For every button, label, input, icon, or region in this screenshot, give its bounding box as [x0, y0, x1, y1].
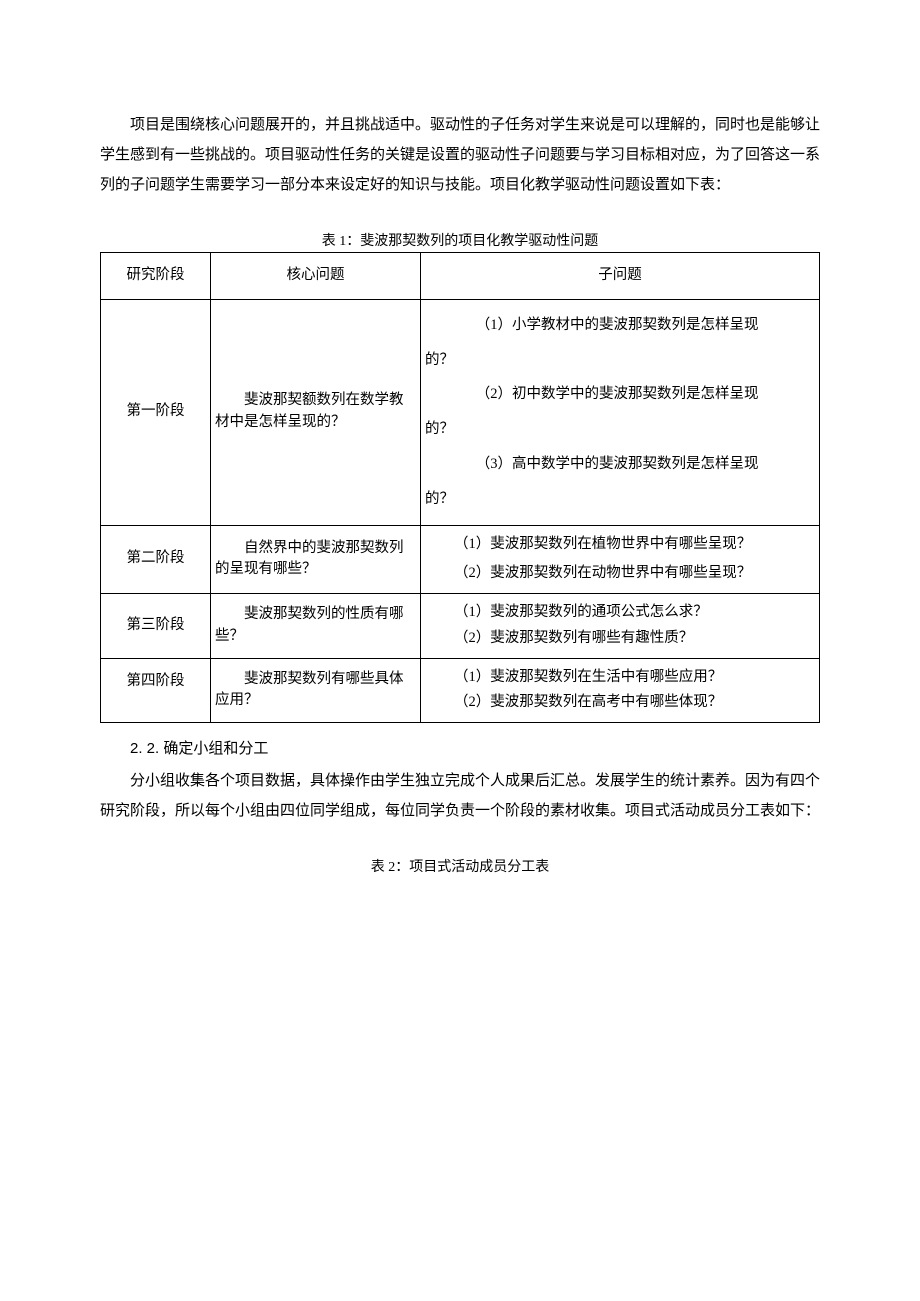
section-number: 2. 2.: [130, 740, 163, 757]
table-driving-questions: 研究阶段 核心问题 子问题 第一阶段 斐波那契额数列在数学教材中是怎样呈现的？ …: [100, 252, 820, 723]
document-page: 项目是围绕核心问题展开的，并且挑战适中。驱动性的子任务对学生来说是可以理解的，同…: [0, 0, 920, 1301]
table-row: 第二阶段 自然界中的斐波那契数列的呈现有哪些？ （1）斐波那契数列在植物世界中有…: [101, 525, 820, 594]
stage-cell: 第三阶段: [101, 594, 211, 659]
group-assignment-paragraph: 分小组收集各个项目数据，具体操作由学生独立完成个人成果后汇总。发展学生的统计素养…: [100, 766, 820, 826]
stage-cell: 第一阶段: [101, 299, 211, 525]
core-question-cell: 自然界中的斐波那契数列的呈现有哪些？: [211, 525, 421, 594]
sub-question: （1）斐波那契数列在植物世界中有哪些呈现？: [425, 534, 815, 556]
stage-cell: 第二阶段: [101, 525, 211, 594]
sub-question: （1）小学教材中的斐波那契数列是怎样呈现: [425, 308, 815, 343]
sub-question-tail: 的？: [425, 343, 815, 378]
table1-caption: 表 1：斐波那契数列的项目化教学驱动性问题: [100, 230, 820, 250]
core-question-cell: 斐波那契数列的性质有哪些？: [211, 594, 421, 659]
table-header-row: 研究阶段 核心问题 子问题: [101, 253, 820, 300]
table-row: 第四阶段 斐波那契数列有哪些具体应用？ （1）斐波那契数列在生活中有哪些应用？ …: [101, 658, 820, 723]
sub-questions-cell: （1）斐波那契数列的通项公式怎么求？ （2）斐波那契数列有哪些有趣性质？: [421, 594, 820, 659]
section-title: 确定小组和分工: [163, 741, 268, 757]
stage-cell: 第四阶段: [101, 658, 211, 723]
header-sub: 子问题: [421, 253, 820, 300]
core-question-cell: 斐波那契额数列在数学教材中是怎样呈现的？: [211, 299, 421, 525]
sub-question: （2）斐波那契数列有哪些有趣性质？: [425, 628, 815, 650]
sub-question: （1）斐波那契数列在生活中有哪些应用？: [425, 667, 815, 689]
table-row: 第一阶段 斐波那契额数列在数学教材中是怎样呈现的？ （1）小学教材中的斐波那契数…: [101, 299, 820, 525]
table2-caption: 表 2：项目式活动成员分工表: [100, 856, 820, 876]
header-stage: 研究阶段: [101, 253, 211, 300]
sub-question: （2）斐波那契数列在高考中有哪些体现？: [425, 692, 815, 714]
sub-question: （2）初中数学中的斐波那契数列是怎样呈现: [425, 377, 815, 412]
intro-paragraph: 项目是围绕核心问题展开的，并且挑战适中。驱动性的子任务对学生来说是可以理解的，同…: [100, 110, 820, 200]
sub-question: （1）斐波那契数列的通项公式怎么求？: [425, 602, 815, 624]
table-row: 第三阶段 斐波那契数列的性质有哪些？ （1）斐波那契数列的通项公式怎么求？ （2…: [101, 594, 820, 659]
sub-question: （2）斐波那契数列在动物世界中有哪些呈现？: [425, 563, 815, 585]
core-question-cell: 斐波那契数列有哪些具体应用？: [211, 658, 421, 723]
sub-question: （3）高中数学中的斐波那契数列是怎样呈现: [425, 447, 815, 482]
sub-questions-cell: （1）斐波那契数列在植物世界中有哪些呈现？ （2）斐波那契数列在动物世界中有哪些…: [421, 525, 820, 594]
sub-questions-cell: （1）斐波那契数列在生活中有哪些应用？ （2）斐波那契数列在高考中有哪些体现？: [421, 658, 820, 723]
sub-question-tail: 的？: [425, 482, 815, 517]
sub-question-tail: 的？: [425, 412, 815, 447]
sub-questions-cell: （1）小学教材中的斐波那契数列是怎样呈现 的？ （2）初中数学中的斐波那契数列是…: [421, 299, 820, 525]
header-core: 核心问题: [211, 253, 421, 300]
section-heading-2-2: 2. 2. 确定小组和分工: [100, 737, 820, 758]
